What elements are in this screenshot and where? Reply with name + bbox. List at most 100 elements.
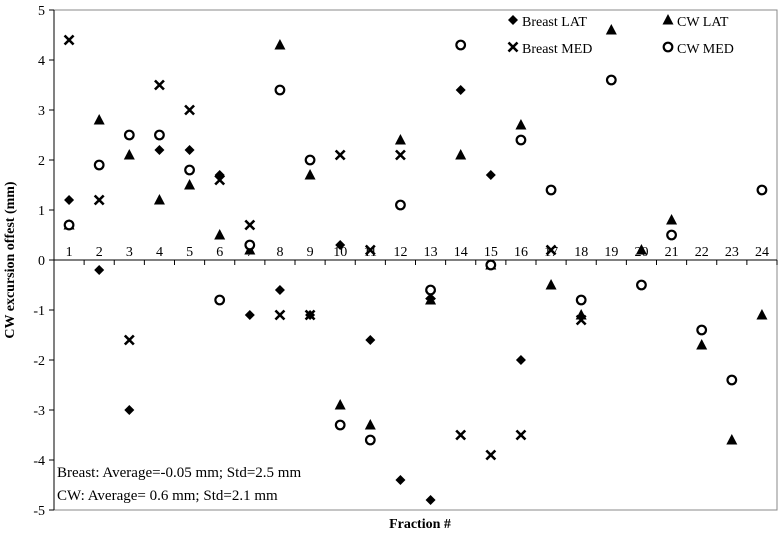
cw-lat-point	[666, 214, 678, 225]
breast-lat-point	[515, 355, 526, 365]
cw-med-point	[605, 74, 617, 86]
cw-med-point	[575, 294, 587, 306]
cw-lat-point	[153, 194, 165, 205]
cw-med-point	[515, 134, 527, 146]
annotation-breast: Breast: Average=-0.05 mm; Std=2.5 mm	[57, 465, 301, 481]
legend-label-cw-med: CW MED	[677, 42, 734, 57]
cw-med-point	[485, 259, 497, 271]
cw-lat-point	[394, 134, 406, 145]
legend-marker-breast-lat	[508, 15, 518, 25]
cw-lat-point	[515, 119, 527, 130]
stats-annotation: Breast: Average=-0.05 mm; Std=2.5 mm CW:…	[57, 465, 301, 504]
x-tick-label: 24	[755, 245, 769, 260]
legend: Breast LAT CW LAT Breast MED CW MED	[507, 14, 734, 57]
cw-lat-point	[756, 309, 768, 320]
x-tick-label: 15	[484, 245, 498, 260]
x-tick-label: 18	[574, 245, 588, 260]
legend-marker-breast-med	[507, 41, 519, 53]
breast-med-point	[154, 79, 165, 91]
x-tick-label: 22	[695, 245, 709, 260]
y-tick-label: 5	[38, 4, 45, 19]
breast-med-point	[575, 314, 587, 326]
breast-lat-point	[94, 265, 105, 275]
cw-lat-point	[455, 149, 467, 160]
legend-item-cw-med: CW MED	[662, 41, 734, 57]
breast-med-point	[515, 429, 527, 441]
cw-lat-point	[334, 399, 346, 410]
cw-lat-point	[364, 419, 376, 430]
breast-lat-point	[425, 495, 436, 505]
breast-med-point	[274, 309, 286, 321]
y-tick-label: 4	[38, 54, 45, 69]
y-tick-label: 1	[38, 204, 45, 219]
cw-lat-point	[605, 24, 617, 35]
cw-med-point	[93, 159, 105, 171]
breast-med-point	[214, 174, 226, 186]
cw-lat-point	[274, 39, 286, 50]
x-tick-label: 6	[216, 245, 223, 260]
cw-lat-point	[214, 229, 226, 240]
x-tick-label: 5	[186, 245, 193, 260]
breast-med-point	[364, 244, 376, 256]
breast-lat-point	[244, 310, 255, 320]
breast-lat-point	[274, 285, 285, 295]
cw-med-point	[545, 184, 557, 196]
cw-lat-point	[635, 244, 647, 255]
breast-med-point	[304, 309, 316, 321]
y-tick-label: 3	[38, 104, 45, 119]
cw-lat-point	[93, 114, 105, 125]
x-tick-label: 23	[725, 245, 739, 260]
cw-med-point	[696, 324, 708, 336]
y-tick-label: -3	[33, 404, 45, 419]
cw-med-point	[334, 419, 346, 431]
x-tick-label: 2	[96, 245, 103, 260]
legend-label-cw-lat: CW LAT	[677, 15, 729, 30]
cw-med-point	[184, 164, 195, 176]
x-tick-label: 10	[333, 245, 347, 260]
cw-lat-point	[726, 434, 738, 445]
legend-marker-cw-med	[662, 41, 674, 53]
x-tick-label: 9	[307, 245, 314, 260]
cw-med-point	[636, 279, 647, 291]
breast-lat-point	[124, 405, 135, 415]
breast-med-point	[184, 104, 195, 116]
y-tick-label: -1	[33, 304, 45, 319]
y-tick-label: -2	[33, 354, 45, 369]
cw-lat-point	[184, 179, 196, 190]
cw-med-point	[364, 434, 376, 446]
cw-med-point	[425, 284, 436, 296]
x-tick-label: 14	[454, 245, 468, 260]
legend-label-breast-med: Breast MED	[522, 42, 592, 57]
cw-med-point	[756, 184, 768, 196]
breast-lat-point	[184, 145, 195, 155]
x-tick-label: 8	[276, 245, 283, 260]
x-tick-label: 1	[66, 245, 73, 260]
legend-label-breast-lat: Breast LAT	[522, 15, 587, 30]
x-axis-title: Fraction #	[389, 517, 451, 532]
breast-med-point	[455, 429, 467, 441]
breast-lat-point	[335, 240, 346, 250]
y-tick-label: -5	[33, 504, 45, 519]
breast-lat-point	[485, 170, 496, 180]
x-tick-label: 3	[126, 245, 133, 260]
cw-med-point	[214, 294, 226, 306]
x-tick-label: 13	[424, 245, 438, 260]
breast-med-point	[93, 194, 105, 206]
x-tick-label: 4	[156, 245, 163, 260]
cw-med-point	[726, 374, 738, 386]
cw-med-point	[304, 154, 316, 166]
breast-lat-point	[455, 85, 466, 95]
cw-lat-point	[123, 149, 135, 160]
x-tick-label: 11	[364, 245, 377, 260]
cw-med-point	[455, 39, 467, 51]
cw-med-point	[123, 129, 135, 141]
breast-med-point	[334, 149, 346, 161]
breast-med-point	[485, 449, 497, 461]
annotation-cw: CW: Average= 0.6 mm; Std=2.1 mm	[57, 488, 278, 504]
breast-med-point	[395, 149, 406, 161]
breast-lat-point	[154, 145, 165, 155]
cw-lat-point	[696, 339, 708, 350]
breast-med-point	[63, 34, 75, 46]
x-tick-label: 19	[604, 245, 618, 260]
